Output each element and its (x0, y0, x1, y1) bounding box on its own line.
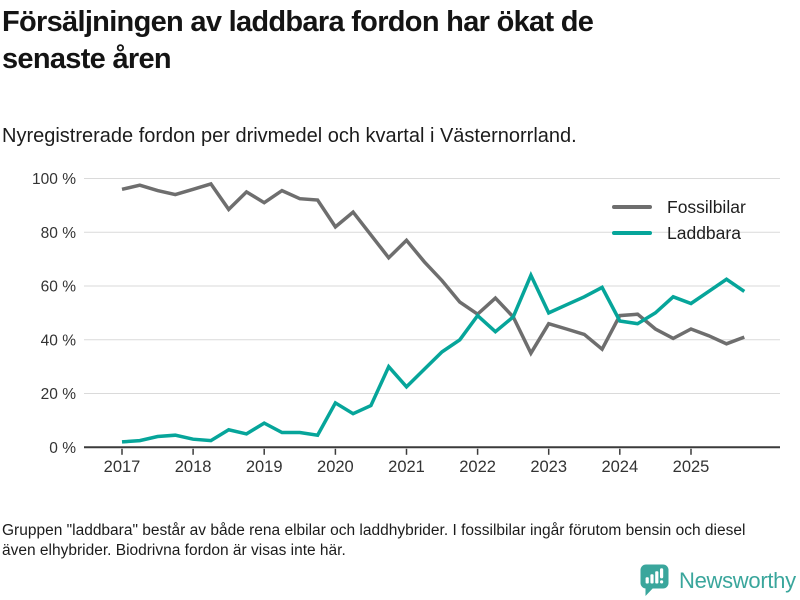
svg-text:2022: 2022 (459, 458, 496, 476)
svg-text:2018: 2018 (175, 458, 212, 476)
series-laddbara (121, 271, 746, 444)
legend-swatch-laddbara (612, 230, 652, 236)
legend-item-laddbara: Laddbara (612, 220, 746, 246)
svg-text:100 %: 100 % (32, 171, 76, 188)
svg-text:2024: 2024 (601, 458, 638, 476)
svg-text:20 %: 20 % (41, 386, 77, 403)
gridlines (84, 178, 780, 449)
legend: Fossilbilar Laddbara (612, 194, 746, 246)
svg-text:2023: 2023 (530, 458, 567, 476)
series-fossilbilar (121, 181, 745, 357)
chart-svg: 0 % 20 % 40 % 60 % 80 % 100 % 2017 2018 2019 2020… (32, 171, 780, 476)
svg-text:2025: 2025 (673, 458, 710, 476)
newsworthy-speech-bubble-icon (640, 564, 669, 596)
svg-text:2017: 2017 (104, 458, 141, 476)
legend-item-fossilbilar: Fossilbilar (612, 194, 746, 220)
svg-text:2021: 2021 (388, 458, 425, 476)
svg-text:80 %: 80 % (41, 225, 77, 242)
svg-text:0 %: 0 % (49, 440, 76, 457)
chart-subtitle: Nyregistrerade fordon per drivmedel och … (2, 125, 577, 147)
svg-text:2019: 2019 (246, 458, 283, 476)
legend-label-laddbara: Laddbara (667, 222, 741, 243)
legend-label-fossilbilar: Fossilbilar (667, 196, 746, 217)
newsworthy-logo: Newsworthy (640, 564, 796, 597)
chart-title: Försäljningen av laddbara fordon har öka… (2, 6, 594, 75)
svg-text:40 %: 40 % (41, 332, 77, 349)
footnote: Gruppen "laddbara" består av både rena e… (2, 522, 746, 559)
x-axis-ticks: 2017 2018 2019 2020 2021 2022 2023 2024 2025 (104, 448, 710, 476)
svg-text:60 %: 60 % (41, 279, 77, 296)
y-axis-labels: 0 % 20 % 40 % 60 % 80 % 100 % (32, 171, 76, 457)
legend-swatch-fossilbilar (612, 204, 652, 210)
svg-text:2020: 2020 (317, 458, 354, 476)
newsworthy-logo-text: Newsworthy (679, 567, 796, 593)
